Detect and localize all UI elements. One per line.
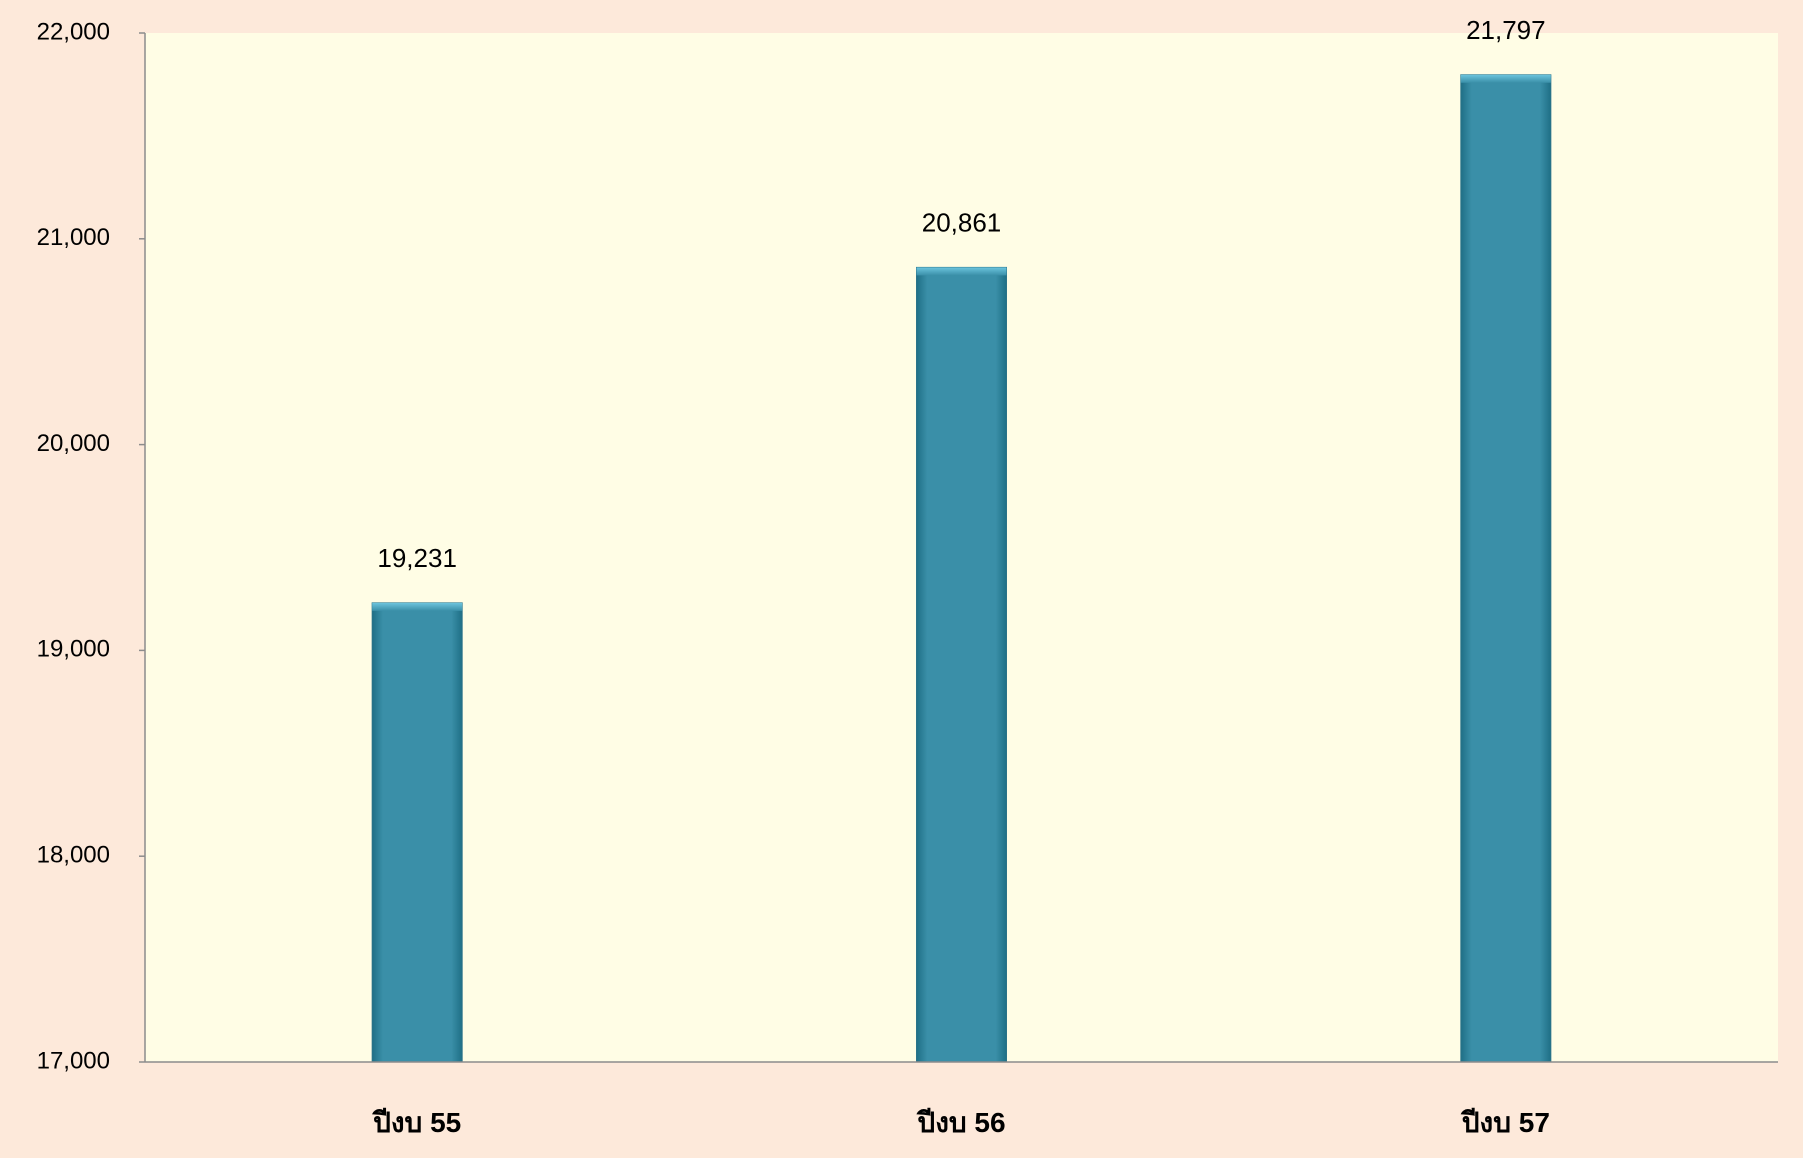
bar-top-highlight bbox=[1460, 74, 1551, 83]
x-category-label: ปีงบ 56 bbox=[915, 1107, 1005, 1138]
bar bbox=[1460, 74, 1552, 1063]
data-label: 19,231 bbox=[377, 543, 457, 573]
y-tick-label: 20,000 bbox=[37, 430, 110, 457]
y-tick-label: 17,000 bbox=[37, 1047, 110, 1074]
y-axis-ticks: 17,000 18,000 19,000 20,000 21,000 22,000 bbox=[37, 18, 145, 1074]
x-axis-categories: ปีงบ 55 ปีงบ 56 ปีงบ 57 bbox=[371, 1107, 1550, 1138]
bar-top-highlight bbox=[372, 602, 463, 611]
bars-layer bbox=[371, 74, 1552, 1063]
data-label: 21,797 bbox=[1466, 15, 1546, 45]
y-tick-label: 22,000 bbox=[37, 18, 110, 45]
bar bbox=[916, 266, 1007, 1063]
data-label: 20,861 bbox=[922, 207, 1002, 237]
x-category-label: ปีงบ 55 bbox=[371, 1107, 461, 1138]
bar bbox=[371, 602, 463, 1063]
y-tick-label: 18,000 bbox=[37, 842, 110, 869]
y-tick-label: 21,000 bbox=[37, 224, 110, 251]
y-tick-label: 19,000 bbox=[37, 636, 110, 663]
x-category-label: ปีงบ 57 bbox=[1460, 1107, 1550, 1138]
bar-top-highlight bbox=[916, 267, 1007, 276]
labels-layer: 19,231 20,861 21,797 bbox=[377, 15, 1545, 573]
